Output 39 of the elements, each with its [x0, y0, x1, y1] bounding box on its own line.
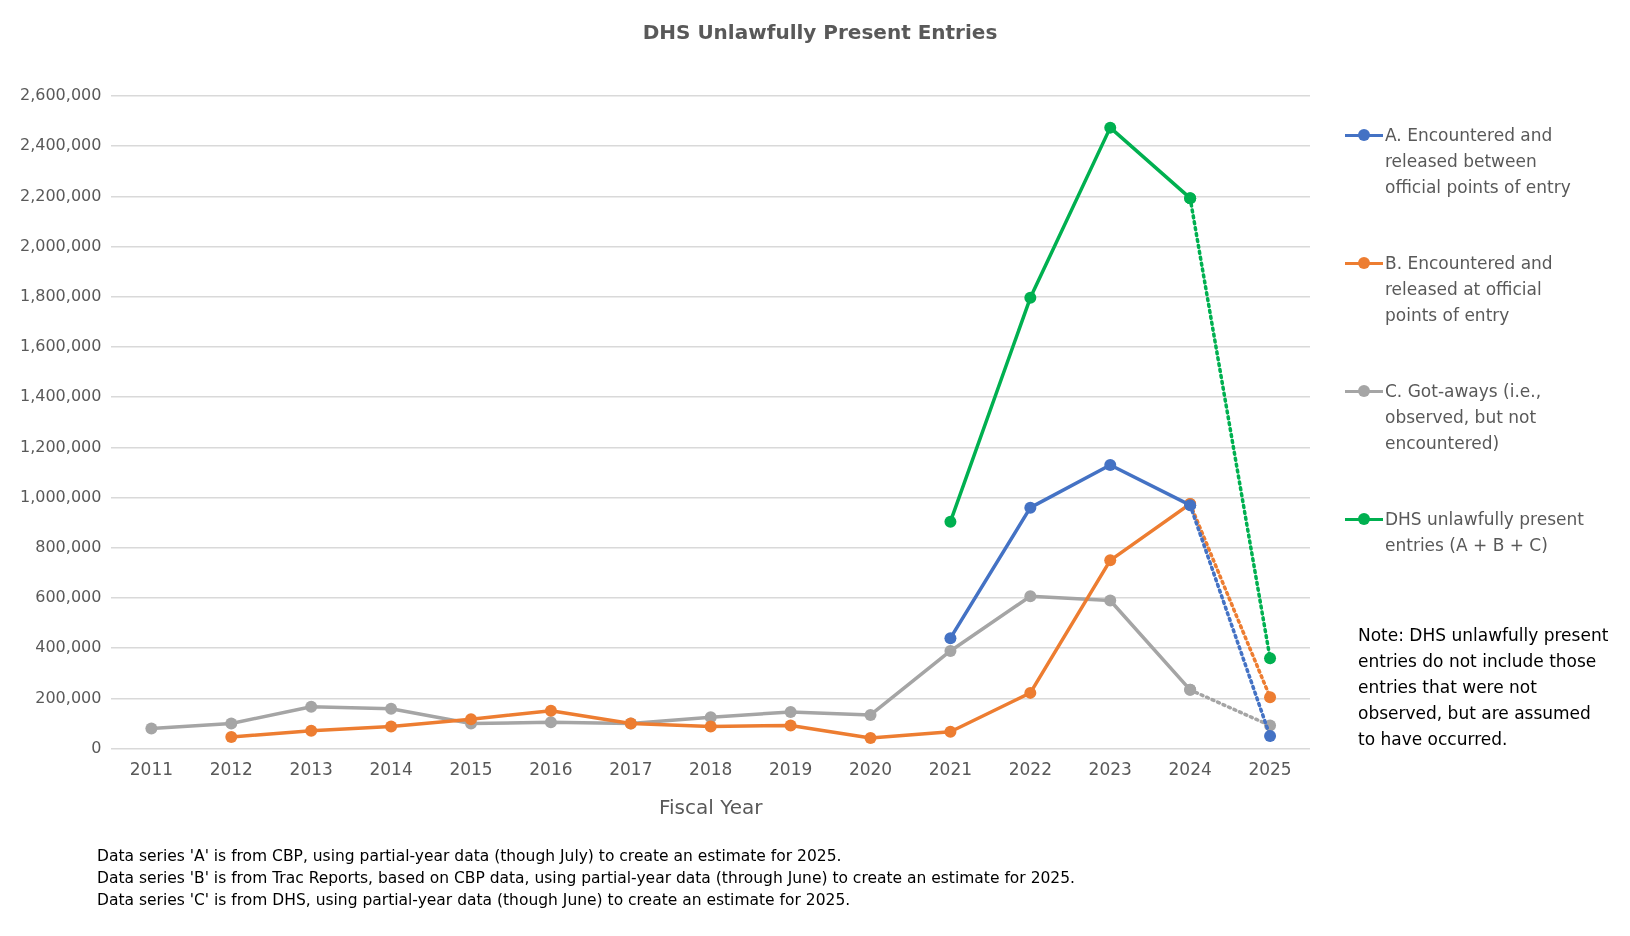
- y-tick-label: 2,400,000: [19, 135, 102, 155]
- x-tick-label: 2021: [928, 759, 973, 780]
- x-tick-label: 2015: [449, 759, 493, 780]
- y-tick-label: 1,200,000: [19, 436, 102, 456]
- x-tick-label: 2018: [689, 759, 733, 780]
- y-tick-label: 1,600,000: [19, 336, 102, 356]
- text: Data series 'A' is from CBP, using partial-year data (though July) to create an estimate for 2025.: [97, 846, 843, 867]
- x-axis-title: Fiscal Year: [658, 795, 764, 820]
- legend-label: DHS unlawfully present entries (A + B + C): [1385, 509, 1584, 555]
- x-tick-label: 2016: [529, 759, 573, 780]
- y-tick-label: 2,600,000: [19, 85, 102, 105]
- y-tick-label: 800,000: [35, 536, 102, 556]
- y-tick-label: 600,000: [35, 587, 102, 607]
- y-tick-label: 1,800,000: [19, 285, 102, 305]
- x-tick-label: 2014: [369, 759, 413, 780]
- x-tick-label: 2024: [1168, 759, 1212, 780]
- legend-label: B. Encountered and released at official points of entry: [1385, 253, 1553, 325]
- y-tick-label: 200,000: [35, 687, 102, 707]
- x-tick-label: 2025: [1248, 759, 1292, 780]
- y-tick-label: 1,400,000: [19, 386, 102, 406]
- y-tick-label: 2,200,000: [19, 185, 102, 205]
- y-tick-label: 1,000,000: [19, 486, 102, 506]
- x-tick-label: 2022: [1008, 759, 1052, 780]
- x-tick-label: 2013: [289, 759, 333, 780]
- x-tick-label: 2011: [129, 759, 174, 780]
- legend-label: C. Got-aways (i.e., observed, but not encountered): [1385, 381, 1542, 453]
- x-tick-label: 2019: [768, 759, 813, 780]
- text: Data series 'C' is from DHS, using partial-year data (though June) to create an estimate for 2025.: [97, 890, 852, 911]
- y-tick-label: 400,000: [35, 637, 102, 657]
- x-tick-label: 2017: [609, 759, 653, 780]
- x-tick-label: 2012: [209, 759, 253, 780]
- chart-title: DHS Unlawfully Present Entries: [641, 20, 999, 44]
- x-tick-label: 2020: [848, 759, 893, 780]
- x-tick-label: 2023: [1088, 759, 1132, 780]
- legend-label: A. Encountered and released between official points of entry: [1385, 125, 1571, 197]
- y-tick-label: 2,000,000: [19, 235, 102, 255]
- text: Data series 'B' is from Trac Reports, based on CBP data, using partial-year data (through June) to create an estimate for 2025.: [97, 868, 1075, 889]
- y-tick-label: 0: [91, 737, 102, 757]
- text: Note: DHS unlawfully present entries do not include those entries that were not observed, but are assumed to have occurred.: [1358, 624, 1610, 751]
